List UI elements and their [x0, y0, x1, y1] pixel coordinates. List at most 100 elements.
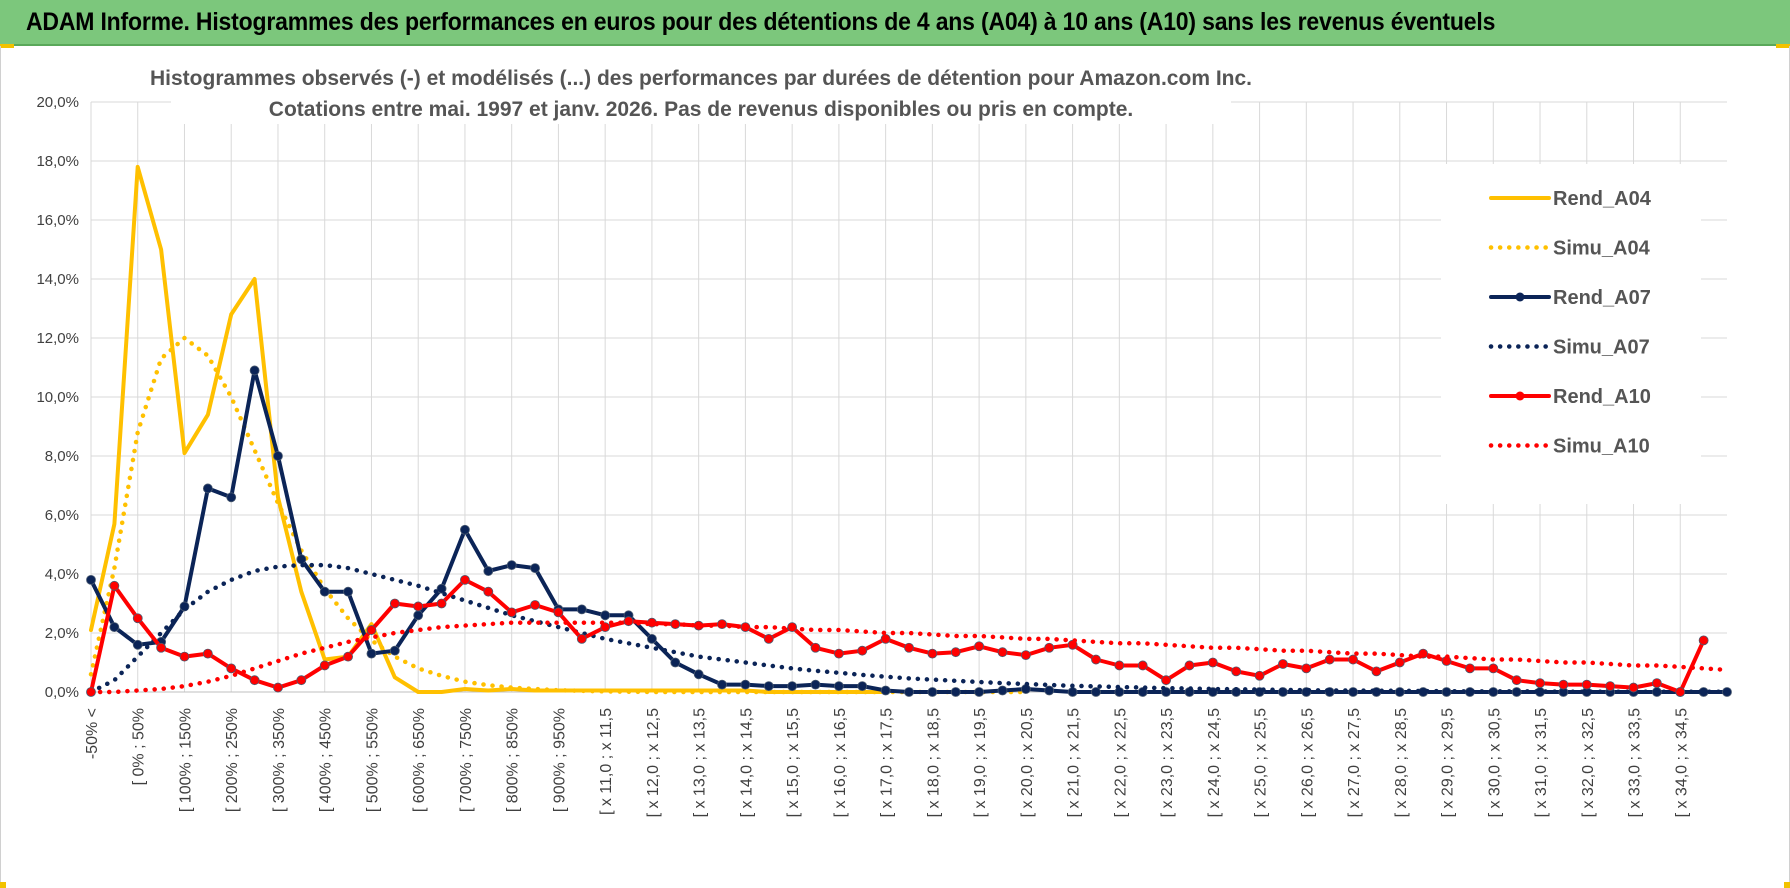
data-point	[670, 657, 681, 668]
x-tick-label: [ x 33,0 ; x 33,5	[1627, 708, 1644, 818]
data-point	[389, 645, 400, 656]
data-point	[950, 687, 961, 697]
data-point	[1114, 687, 1125, 697]
series-Rend_A10	[86, 575, 1709, 697]
x-tick-label: [ 900% ; 950%	[551, 708, 568, 812]
data-point	[343, 651, 353, 662]
data-point	[413, 601, 424, 612]
data-point	[1324, 654, 1335, 665]
y-tick-label: 20,0%	[36, 94, 79, 111]
chart-title-line-2: Cotations entre mai. 1997 et janv. 2026.…	[269, 98, 1133, 121]
data-point	[1044, 685, 1055, 696]
series-line-Rend_A10	[89, 577, 1706, 694]
x-tick-label: [ 400% ; 450%	[318, 708, 335, 812]
legend-item-Rend_A04: Rend_A04	[1489, 188, 1652, 210]
data-point	[787, 681, 798, 691]
axis-layer: 0,0% 2,0% 4,0% 6,0% 8,0% 10,0% 12,0% 14,0% 16,0%…	[36, 94, 1727, 817]
x-tick-label: [ x 15,0 ; x 15,5	[785, 708, 802, 818]
data-point	[1137, 660, 1148, 671]
data-point	[249, 675, 260, 686]
data-point	[1161, 675, 1171, 686]
data-point	[904, 642, 914, 653]
y-tick-label: 8,0%	[45, 448, 79, 465]
x-tick-label: -50% <	[84, 708, 101, 759]
data-point	[1605, 681, 1616, 691]
report-banner: ADAM Informe. Histogrammes des performan…	[0, 0, 1790, 46]
data-point	[600, 610, 611, 621]
data-point	[109, 580, 120, 591]
chart-title-line-1: Histogrammes observés (-) et modélisés (…	[150, 67, 1252, 90]
data-point	[483, 566, 494, 576]
data-point	[1394, 657, 1405, 668]
y-tick-label: 12,0%	[36, 330, 79, 347]
data-point	[156, 642, 167, 653]
data-point	[553, 607, 564, 618]
data-point	[132, 613, 143, 624]
y-tick-label: 2,0%	[45, 625, 79, 642]
corner-accent-bottom-right	[1784, 882, 1790, 888]
data-point	[249, 365, 260, 376]
data-point	[833, 648, 844, 659]
chart-title-background	[171, 60, 1231, 124]
x-tick-label: [ x 14,0 ; x 14,5	[738, 708, 755, 818]
x-tick-label: [ x 12,0 ; x 12,5	[645, 708, 662, 818]
x-tick-label: [ x 27,0 ; x 27,5	[1346, 708, 1363, 818]
data-point	[1348, 654, 1358, 665]
x-tick-label: [ x 20,0 ; x 20,5	[1019, 708, 1036, 818]
legend-label: Simu_A10	[1553, 436, 1650, 458]
legend-label: Rend_A10	[1553, 386, 1651, 408]
data-point	[600, 622, 611, 632]
data-point	[997, 685, 1008, 696]
y-tick-label: 16,0%	[36, 212, 79, 229]
data-point	[1465, 663, 1475, 674]
x-tick-label: [ x 25,0 ; x 25,5	[1253, 708, 1270, 818]
data-point	[413, 610, 424, 621]
data-point	[833, 681, 844, 691]
legend-label: Simu_A07	[1553, 337, 1650, 359]
y-tick-label: 4,0%	[45, 566, 79, 583]
data-point	[857, 681, 868, 691]
legend-background	[1441, 164, 1701, 504]
x-tick-label: [ x 26,0 ; x 26,5	[1299, 708, 1316, 818]
data-point	[810, 642, 821, 653]
legend-label: Rend_A07	[1553, 287, 1651, 309]
data-point	[319, 586, 330, 597]
data-point	[717, 679, 727, 690]
series-Simu_A07	[88, 562, 1730, 695]
data-point	[1628, 682, 1639, 693]
data-point	[1698, 635, 1709, 646]
data-point	[1301, 663, 1312, 674]
data-point	[1114, 660, 1125, 671]
data-point	[1535, 678, 1545, 689]
data-point	[857, 645, 868, 656]
chart-area: 0,0% 2,0% 4,0% 6,0% 8,0% 10,0% 12,0% 14,0% 16,0%…	[0, 46, 1790, 888]
data-point	[763, 681, 774, 691]
data-point	[1067, 687, 1078, 697]
x-tick-label: [ x 28,0 ; x 28,5	[1393, 708, 1410, 818]
legend: Rend_A04 Simu_A04 Rend_A07 Simu_A07 Rend_A10…	[1441, 164, 1701, 504]
data-point	[880, 685, 891, 696]
legend-item-Simu_A04: Simu_A04	[1488, 238, 1651, 260]
x-tick-label: [ x 24,0 ; x 24,5	[1206, 708, 1223, 818]
data-point	[1511, 675, 1522, 686]
x-tick-label: [ x 13,0 ; x 13,5	[692, 708, 709, 818]
data-point	[974, 641, 985, 652]
legend-item-Rend_A07: Rend_A07	[1489, 287, 1651, 309]
x-tick-label: [ 300% ; 350%	[271, 708, 288, 812]
x-tick-label: [ 0% ; 50%	[131, 708, 148, 785]
series-line-Simu_A07	[88, 562, 1730, 695]
series-line-Rend_A04	[89, 164, 888, 694]
y-tick-label: 18,0%	[36, 153, 79, 170]
y-tick-label: 14,0%	[36, 271, 79, 288]
data-point	[273, 451, 283, 461]
data-point	[389, 598, 400, 609]
data-point	[436, 598, 447, 609]
legend-marker	[1515, 292, 1525, 302]
data-point	[460, 575, 470, 585]
x-tick-label: [ x 31,0 ; x 31,5	[1533, 708, 1550, 818]
data-point	[296, 675, 307, 686]
y-tick-label: 0,0%	[45, 684, 79, 701]
data-point	[576, 604, 587, 615]
legend-item-Simu_A10: Simu_A10	[1488, 436, 1650, 458]
